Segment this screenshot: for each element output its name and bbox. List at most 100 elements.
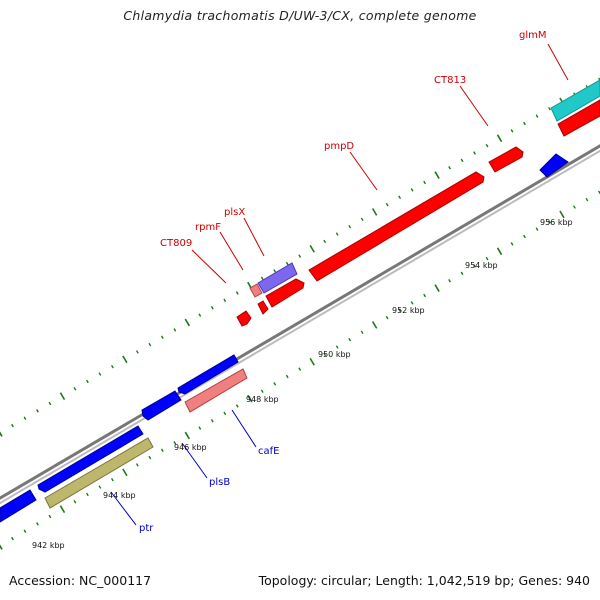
outer-ring-minor-tick (98, 372, 102, 376)
gene-forward-edge[interactable] (557, 99, 600, 137)
leader-CT809 (191, 249, 227, 284)
inner-ring-minor-tick (335, 345, 339, 349)
label-plsB: plsB (209, 477, 230, 488)
outer-ring-minor-tick (260, 276, 264, 281)
outer-ring-minor-tick (510, 129, 514, 133)
gene-reverse-left[interactable] (0, 489, 37, 523)
outer-ring-minor-tick (73, 387, 77, 391)
inner-ring-major-tick (184, 431, 191, 440)
label-plsX: plsX (224, 207, 245, 218)
label-pmpD: pmpD (324, 141, 354, 152)
inner-ring-minor-tick (98, 485, 102, 489)
gene-rpmF[interactable] (249, 283, 263, 298)
label-rpmF: rpmF (195, 222, 221, 233)
gene-CT813[interactable] (488, 146, 524, 173)
inner-ring-minor-tick (360, 330, 364, 335)
inner-ring-minor-tick (260, 389, 264, 394)
inner-ring-minor-tick (460, 271, 464, 276)
inner-ring-minor-tick (285, 374, 289, 379)
outer-ring-minor-tick (173, 328, 177, 332)
genome-summary-text: Topology: circular; Length: 1,042,519 bp… (258, 573, 590, 588)
inner-ring-minor-tick (410, 301, 414, 305)
inner-ring-minor-tick (86, 492, 89, 497)
scale-label-952: 952 kbp (392, 306, 425, 315)
inner-ring-minor-tick (485, 256, 489, 261)
outer-ring-minor-tick (398, 195, 402, 199)
outer-ring-major-tick (496, 134, 503, 143)
inner-ring-minor-tick (160, 448, 164, 452)
outer-ring-minor-tick (535, 114, 539, 118)
gene-cafE[interactable] (184, 368, 248, 413)
inner-ring-minor-tick (36, 522, 39, 526)
outer-ring-minor-tick (160, 335, 164, 339)
inner-ring-major-tick (59, 505, 66, 514)
inner-ring-major-tick (122, 468, 128, 477)
inner-ring-minor-tick (135, 463, 139, 467)
outer-ring-minor-tick (448, 166, 451, 170)
label-CT809: CT809 (160, 238, 192, 249)
leader-rpmF (219, 231, 244, 271)
inner-ring-minor-tick (423, 293, 427, 298)
leader-plsB (181, 442, 208, 479)
gene-reverse-2[interactable] (141, 390, 182, 421)
genome-backbone (0, 144, 600, 500)
inner-ring-major-tick (0, 544, 3, 550)
genome-backbone-shadow (0, 149, 600, 505)
inner-ring-minor-tick (398, 308, 402, 312)
scale-label-944: 944 kbp (103, 491, 136, 500)
inner-ring-major-tick (309, 357, 315, 366)
outer-ring-minor-tick (135, 350, 139, 354)
inner-ring-minor-tick (223, 411, 227, 416)
outer-ring-minor-tick (23, 416, 27, 420)
inner-ring-minor-tick (198, 426, 202, 430)
outer-ring-minor-tick (235, 291, 239, 295)
inner-ring-minor-tick (210, 419, 214, 423)
outer-ring-minor-tick (348, 224, 352, 229)
outer-ring-minor-tick (323, 239, 327, 244)
outer-ring-minor-tick (285, 261, 289, 266)
gene-small-forward-2[interactable] (257, 300, 269, 315)
inner-ring-major-tick (559, 210, 565, 219)
gene-CT809[interactable] (236, 310, 252, 327)
outer-ring-minor-tick (273, 269, 277, 273)
scale-label-954: 954 kbp (465, 261, 498, 270)
outer-ring-minor-tick (11, 423, 14, 428)
inner-ring-minor-tick (148, 455, 152, 460)
inner-ring-minor-tick (348, 337, 352, 342)
forward-leader-lines (191, 43, 569, 284)
gene-plsX[interactable] (257, 262, 298, 294)
leader-cafE (231, 409, 257, 448)
scale-label-956: 956 kbp (540, 218, 573, 227)
gene-plsB[interactable] (37, 425, 144, 493)
leader-pmpD (349, 151, 378, 191)
leader-CT813 (459, 85, 489, 127)
inner-ring-minor-tick (385, 315, 389, 320)
gene-reverse-right[interactable] (539, 153, 569, 178)
inner-ring-minor-tick (510, 242, 514, 246)
outer-ring-minor-tick (460, 158, 464, 163)
outer-ring-minor-tick (148, 342, 152, 347)
inner-ring-minor-tick (573, 205, 576, 209)
inner-ring-minor-tick (73, 500, 77, 504)
gene-reverse-1[interactable] (177, 354, 239, 395)
outer-ring-minor-tick (298, 254, 302, 258)
outer-ring-minor-tick (360, 217, 364, 222)
inner-ring-minor-tick (173, 441, 177, 445)
gene-pmpD[interactable] (308, 171, 485, 282)
gene-ptr[interactable] (44, 437, 154, 509)
outer-ring-major-tick (122, 355, 128, 364)
inner-ring-major-tick (371, 321, 378, 329)
outer-ring-minor-tick (198, 313, 202, 317)
label-glmM: glmM (519, 30, 547, 41)
gene-small-forward[interactable] (265, 278, 305, 308)
outer-ring-minor-tick (385, 202, 389, 207)
gene-glmM[interactable] (550, 79, 600, 122)
accession-text: Accession: NC_000117 (9, 573, 152, 588)
inner-ring-minor-tick (110, 477, 114, 482)
outer-ring-minor-tick (36, 409, 39, 413)
inner-ring-minor-tick (273, 382, 277, 386)
outer-ring-minor-tick (110, 364, 114, 369)
outer-ring-minor-tick (485, 143, 489, 148)
